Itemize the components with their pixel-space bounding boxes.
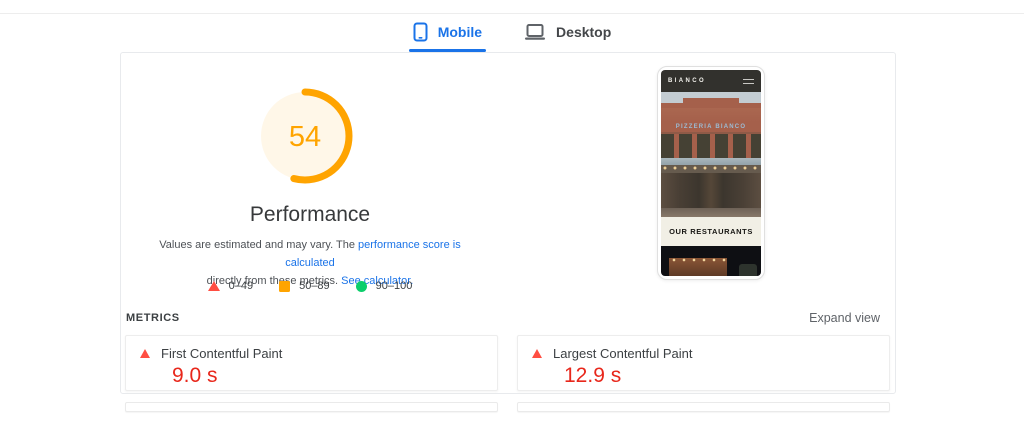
description-text-2: directly from these metrics.: [206, 275, 342, 288]
screenshot-windows-row: [661, 132, 761, 158]
top-divider: [0, 13, 1024, 14]
legend-fail-label: 0–49: [228, 280, 254, 292]
screenshot-site-header: BIANCO: [661, 70, 761, 92]
screenshot-entrance: [661, 173, 761, 208]
tab-desktop-label: Desktop: [556, 24, 612, 40]
hamburger-menu-icon: [743, 78, 754, 84]
fail-triangle-icon: [532, 349, 542, 358]
screenshot-brick-wall: [661, 108, 761, 122]
performance-score-value: 54: [289, 121, 321, 153]
legend-average-range: 50–89: [279, 280, 330, 292]
device-tabbar: Mobile Desktop: [0, 20, 1024, 52]
metric-card-fcp: First Contentful Paint 9.0 s: [125, 335, 498, 391]
metric-value-lcp: 12.9 s: [564, 364, 622, 387]
legend-pass-label: 90–100: [375, 280, 413, 292]
performance-score-gauge: 54: [257, 88, 353, 184]
metric-card-partial: [125, 402, 498, 412]
screenshot-sky: [661, 92, 761, 108]
screenshot-section-heading: OUR RESTAURANTS: [669, 227, 753, 236]
metric-label-fcp: First Contentful Paint: [161, 346, 283, 361]
screenshot-site-name: BIANCO: [668, 78, 707, 84]
mobile-phone-icon: [413, 22, 428, 42]
tab-mobile-label: Mobile: [437, 24, 483, 40]
screenshot-awning: [661, 158, 761, 165]
metric-value-fcp: 9.0 s: [172, 364, 218, 387]
description-text: Values are estimated and may vary. The: [159, 239, 358, 251]
metric-card-partial: [517, 402, 890, 412]
tab-mobile[interactable]: Mobile: [408, 20, 487, 52]
final-screenshot-thumbnail[interactable]: BIANCO PIZZERIA BIANCO OUR RESTAURANTS: [657, 66, 765, 280]
score-range-legend: 0–49 50–89 90–100: [130, 280, 490, 292]
legend-average-label: 50–89: [299, 280, 330, 292]
screenshot-image: BIANCO PIZZERIA BIANCO OUR RESTAURANTS: [661, 70, 761, 276]
tab-desktop[interactable]: Desktop: [520, 20, 615, 52]
screenshot-street: [661, 208, 761, 217]
metric-card-lcp: Largest Contentful Paint 12.9 s: [517, 335, 890, 391]
fail-triangle-icon: [207, 281, 220, 291]
fail-triangle-icon: [140, 349, 150, 358]
expand-view-button[interactable]: Expand view: [809, 311, 880, 325]
average-square-icon: [279, 280, 291, 292]
legend-pass-range: 90–100: [355, 280, 413, 292]
screenshot-restaurants-section: OUR RESTAURANTS: [661, 217, 761, 246]
score-calculated-link[interactable]: performance score is calculated: [285, 239, 461, 270]
desktop-laptop-icon: [525, 24, 546, 40]
screenshot-building-sign: PIZZERIA BIANCO: [661, 122, 761, 132]
active-tab-underline: [408, 49, 487, 52]
metric-label-lcp: Largest Contentful Paint: [553, 346, 693, 361]
performance-title: Performance: [249, 203, 371, 226]
legend-fail-range: 0–49: [207, 280, 254, 292]
metrics-section-heading: METRICS: [126, 312, 180, 324]
pass-circle-icon: [355, 280, 367, 292]
screenshot-string-lights: [661, 165, 761, 173]
screenshot-night-photo: [661, 246, 761, 276]
